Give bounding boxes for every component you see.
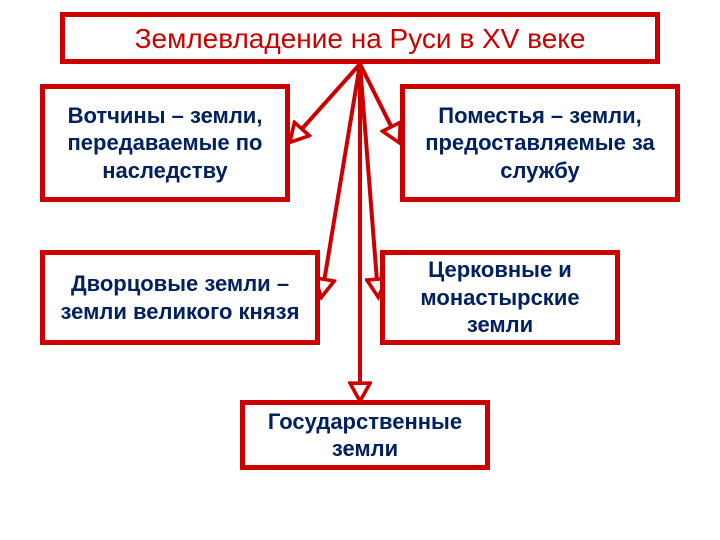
- node-votchiny-text: Вотчины – земли, передаваемые по наследс…: [55, 102, 275, 185]
- node-dvortsovye: Дворцовые земли – земли великого князя: [40, 250, 320, 345]
- node-gosudarstvennye-text: Государственные земли: [255, 408, 475, 463]
- title-text: Землевладение на Руси в XV веке: [135, 21, 586, 56]
- node-tserkovnye-text: Церковные и монастырские земли: [395, 256, 605, 339]
- node-tserkovnye: Церковные и монастырские земли: [380, 250, 620, 345]
- node-gosudarstvennye: Государственные земли: [240, 400, 490, 470]
- title-box: Землевладение на Руси в XV веке: [60, 12, 660, 64]
- node-pomestya-text: Поместья – земли, предоставляемые за слу…: [415, 102, 665, 185]
- node-votchiny: Вотчины – земли, передаваемые по наследс…: [40, 84, 290, 202]
- node-dvortsovye-text: Дворцовые земли – земли великого князя: [55, 270, 305, 325]
- node-pomestya: Поместья – земли, предоставляемые за слу…: [400, 84, 680, 202]
